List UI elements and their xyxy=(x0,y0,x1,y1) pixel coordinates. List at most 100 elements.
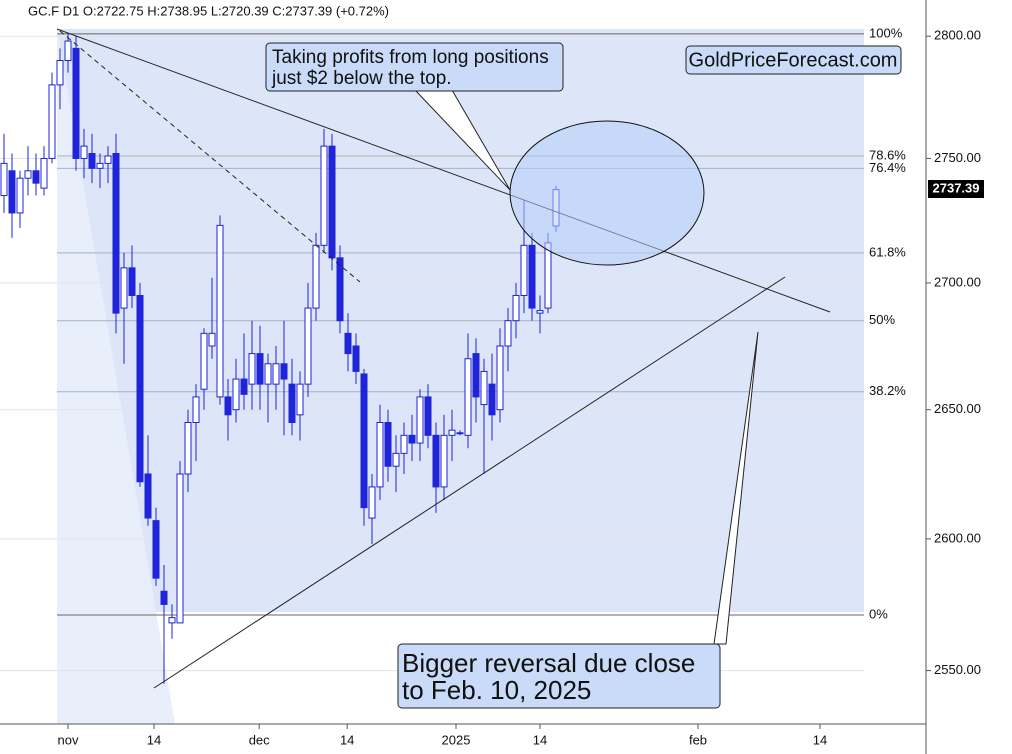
candle-body xyxy=(96,162,104,169)
candle-body xyxy=(136,294,144,483)
x-tick-label: 14 xyxy=(813,732,827,747)
x-tick-label: 14 xyxy=(533,732,547,747)
annotation: Taking profits from long positions xyxy=(272,47,549,68)
candle-body xyxy=(72,47,80,159)
candle-body xyxy=(368,486,376,519)
watermark-box xyxy=(685,45,902,75)
fib-label: 78.6% xyxy=(869,147,906,162)
candle-body xyxy=(392,452,400,467)
candle-body xyxy=(440,434,448,488)
candle-body xyxy=(448,429,456,436)
ohlc-header: GC.F D1 O:2722.75 H:2738.95 L:2720.39 C:… xyxy=(28,3,389,18)
candle-body xyxy=(496,345,504,411)
candle-body xyxy=(504,320,512,347)
callout-box xyxy=(265,42,564,92)
candle-body xyxy=(48,84,56,159)
candle-body xyxy=(280,363,288,380)
fib-label: 100% xyxy=(869,25,903,40)
candle-body xyxy=(536,310,544,314)
y-tick-label: 2800.00 xyxy=(934,28,981,43)
annotation: Bigger reversal due close xyxy=(402,648,695,678)
candle-body xyxy=(464,358,472,436)
candle-body xyxy=(152,520,160,579)
candle-body xyxy=(8,170,16,214)
x-tick-label: nov xyxy=(58,732,79,747)
candle-body xyxy=(456,432,464,435)
candle-body xyxy=(520,244,528,296)
shade xyxy=(57,29,175,724)
candle-body xyxy=(224,396,232,416)
y-tick-label: 2600.00 xyxy=(934,530,981,545)
candle-body xyxy=(416,396,424,444)
watermark: GoldPriceForecast.com xyxy=(689,49,898,71)
candle-body xyxy=(32,170,40,184)
price-tag xyxy=(928,180,984,198)
fib-label: 38.2% xyxy=(869,383,906,398)
y-tick-label: 2700.00 xyxy=(934,274,981,289)
candle-body xyxy=(232,378,240,411)
candle-body xyxy=(104,155,112,164)
candle-body xyxy=(128,267,136,296)
candle-body xyxy=(384,421,392,467)
candle-body xyxy=(344,332,352,355)
candle-body xyxy=(248,353,256,385)
x-tick-label: 2025 xyxy=(442,732,471,747)
x-tick-label: 14 xyxy=(147,732,161,747)
trend-line xyxy=(153,276,786,689)
candle-body xyxy=(480,370,488,406)
candle-body xyxy=(304,307,312,385)
fib-label: 61.8% xyxy=(869,244,906,259)
candle-body xyxy=(120,267,128,309)
annotation: just $2 below the top. xyxy=(271,68,452,89)
trend-line xyxy=(59,30,361,283)
candle-body xyxy=(56,60,64,86)
candle-body xyxy=(488,383,496,416)
candle-body xyxy=(528,244,536,309)
candle-body xyxy=(272,363,280,385)
candle-body xyxy=(408,434,416,444)
price-tag-label: 2737.39 xyxy=(933,180,980,195)
candle-body xyxy=(424,396,432,436)
y-tick-label: 2550.00 xyxy=(934,662,981,677)
candle-body xyxy=(176,473,184,624)
candle-body xyxy=(144,473,152,519)
candle-body xyxy=(192,396,200,423)
candle-body xyxy=(64,40,72,62)
candle-body xyxy=(472,353,480,398)
candle-body xyxy=(200,332,208,390)
candle-body xyxy=(216,224,224,398)
candle-body xyxy=(376,421,384,488)
candle-body xyxy=(352,345,360,372)
x-tick-label: feb xyxy=(689,732,707,747)
y-tick-label: 2650.00 xyxy=(934,401,981,416)
candle-body xyxy=(336,257,344,322)
candle-body xyxy=(184,421,192,475)
candle-body xyxy=(328,145,336,259)
candle-body xyxy=(400,434,408,454)
candle-body xyxy=(256,353,264,385)
candle-body xyxy=(0,162,8,197)
candle-body xyxy=(208,332,216,347)
y-tick-label: 2750.00 xyxy=(934,150,981,165)
x-tick-label: dec xyxy=(249,732,270,747)
trend-line xyxy=(56,28,831,313)
candle-body xyxy=(288,383,296,423)
highlight-ellipse xyxy=(509,120,705,266)
fib-label: 0% xyxy=(869,606,888,621)
candle-body xyxy=(296,383,304,416)
candle-body xyxy=(112,153,120,314)
candle-body xyxy=(264,363,272,385)
candle-body xyxy=(88,153,96,169)
annotation: to Feb. 10, 2025 xyxy=(402,675,591,705)
candle-body xyxy=(432,434,440,488)
candle-body xyxy=(312,244,320,309)
candle-body xyxy=(320,145,328,246)
candle-body xyxy=(360,373,368,509)
callout-pointer xyxy=(713,331,759,645)
candle-body xyxy=(512,294,520,322)
candle-body xyxy=(40,157,48,189)
candle-body xyxy=(544,242,552,309)
fib-label: 50% xyxy=(869,312,895,327)
candle-body xyxy=(168,617,176,624)
